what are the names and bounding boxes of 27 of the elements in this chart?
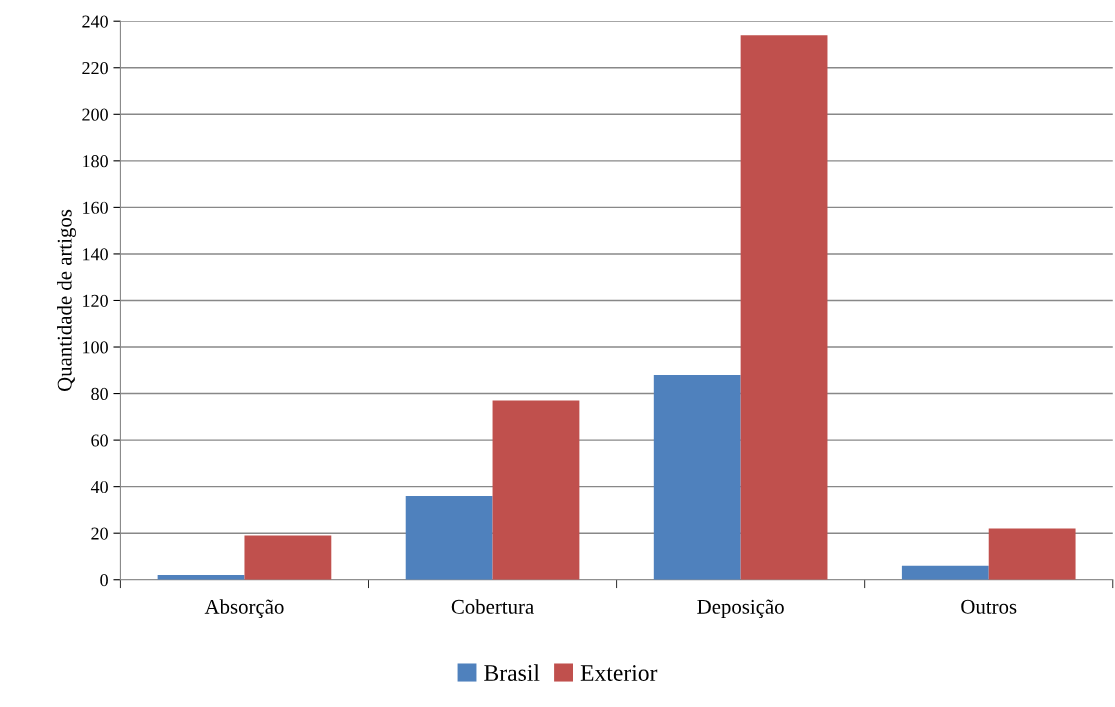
y-tick-label: 80: [91, 387, 108, 401]
x-tick-label: Cobertura: [451, 599, 534, 614]
y-tick-label: 20: [91, 527, 108, 540]
legend-label: Exterior: [580, 665, 658, 681]
y-tick-label: 140: [83, 248, 108, 261]
y-tick-label: 160: [83, 201, 108, 214]
y-tick-label: 240: [82, 15, 108, 28]
legend-label: Brasil: [484, 664, 540, 681]
y-axis-title: Quantidade de artigos: [57, 209, 76, 392]
y-tick-label: 0: [100, 574, 108, 587]
bar: [740, 35, 828, 580]
y-tick-label: 180: [83, 155, 108, 168]
bar: [901, 565, 989, 580]
x-tick-label: Deposição: [697, 599, 784, 619]
y-tick-label: 100: [83, 341, 108, 354]
bar: [405, 495, 493, 580]
x-tick-label: Outros: [961, 599, 1017, 614]
bar: [988, 528, 1076, 580]
y-tick-label: 40: [90, 480, 108, 494]
bar: [653, 374, 741, 580]
y-tick-label: 120: [83, 294, 108, 307]
bar: [244, 535, 332, 580]
y-tick-label: 220: [82, 62, 108, 75]
y-tick-label: 60: [91, 434, 108, 447]
x-tick-label: Absorção: [204, 599, 284, 619]
bar: [492, 400, 580, 580]
y-tick-label: 200: [82, 108, 108, 121]
